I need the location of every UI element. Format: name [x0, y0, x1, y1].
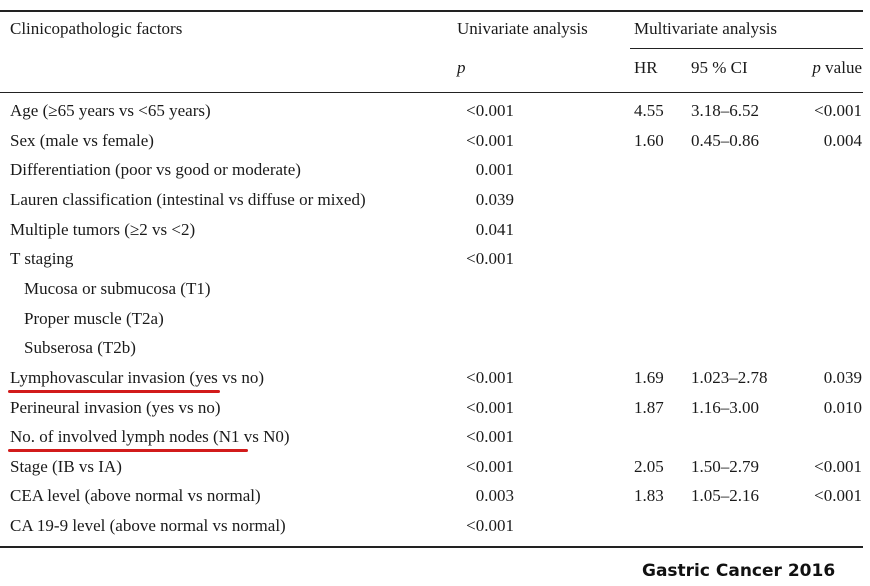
highlight-underline-lymph-nodes [8, 449, 248, 452]
row-hr: 2.05 [634, 457, 664, 476]
row-hr: 1.69 [634, 368, 664, 387]
row-factor: No. of involved lymph nodes (N1 vs N0) [10, 427, 290, 446]
row-factor: Age (≥65 years vs <65 years) [10, 101, 211, 120]
header-factors: Clinicopathologic factors [10, 19, 183, 38]
row-factor: Stage (IB vs IA) [10, 457, 122, 476]
row-univariate-p: <0.001 [466, 398, 514, 417]
row-univariate-p: <0.001 [466, 368, 514, 387]
row-p-value: <0.001 [814, 101, 862, 120]
row-univariate-p: <0.001 [466, 249, 514, 268]
row-factor: T staging [10, 249, 74, 268]
row-univariate-p: 0.041 [475, 220, 514, 239]
row-hr: 1.60 [634, 131, 664, 150]
header-hr: HR [634, 58, 658, 77]
row-factor: Sex (male vs female) [10, 131, 154, 150]
row-ci: 1.50–2.79 [691, 457, 759, 476]
row-factor: CA 19-9 level (above normal vs normal) [10, 516, 286, 535]
row-factor: Perineural invasion (yes vs no) [10, 398, 221, 417]
row-p-value: 0.010 [823, 398, 862, 417]
header-ci: 95 % CI [691, 58, 748, 77]
header-p: p [457, 58, 466, 77]
header-multivariate: Multivariate analysis [634, 19, 778, 38]
row-factor: Subserosa (T2b) [24, 338, 136, 357]
row-univariate-p: <0.001 [466, 131, 514, 150]
row-p-value: 0.039 [823, 368, 862, 387]
row-ci: 1.05–2.16 [691, 486, 759, 505]
header-bottom-rule [0, 92, 863, 93]
row-hr: 4.55 [634, 101, 664, 120]
multivariate-header-rule [630, 48, 863, 49]
row-factor: Lymphovascular invasion (yes vs no) [10, 368, 265, 387]
row-factor: Lauren classification (intestinal vs dif… [10, 190, 366, 209]
table-top-rule [0, 10, 863, 12]
row-factor: CEA level (above normal vs normal) [10, 486, 261, 505]
table-bottom-rule [0, 546, 863, 548]
row-hr: 1.87 [634, 398, 664, 417]
row-factor: Multiple tumors (≥2 vs <2) [10, 220, 196, 239]
row-univariate-p: <0.001 [466, 101, 514, 120]
row-univariate-p: 0.039 [475, 190, 514, 209]
journal-caption: Gastric Cancer 2016 [642, 561, 836, 581]
header-univariate: Univariate analysis [457, 19, 588, 38]
row-p-value: 0.004 [823, 131, 862, 150]
row-univariate-p: <0.001 [466, 516, 514, 535]
row-ci: 0.45–0.86 [691, 131, 759, 150]
header-p-value: p value [812, 58, 862, 78]
row-ci: 1.16–3.00 [691, 398, 759, 417]
row-factor: Proper muscle (T2a) [24, 309, 164, 328]
header-p-value-italic: p [812, 58, 821, 77]
row-p-value: <0.001 [814, 457, 862, 476]
highlight-underline-lymphovascular [8, 390, 220, 393]
row-univariate-p: <0.001 [466, 427, 514, 446]
row-univariate-p: <0.001 [466, 457, 514, 476]
row-ci: 3.18–6.52 [691, 101, 759, 120]
row-ci: 1.023–2.78 [691, 368, 768, 387]
row-hr: 1.83 [634, 486, 664, 505]
row-univariate-p: 0.003 [475, 486, 514, 505]
row-factor: Differentiation (poor vs good or moderat… [10, 160, 301, 179]
row-factor: Mucosa or submucosa (T1) [24, 279, 211, 298]
row-p-value: <0.001 [814, 486, 862, 505]
row-univariate-p: 0.001 [475, 160, 514, 179]
header-p-value-suffix: value [820, 58, 862, 77]
